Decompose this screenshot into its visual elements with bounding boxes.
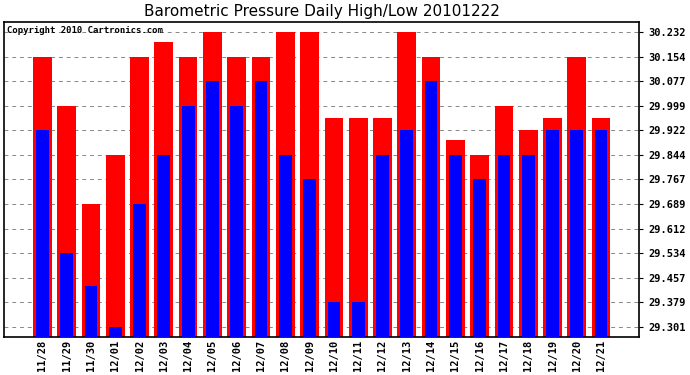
Bar (203, 32, 221, 337)
Bar (595, 130, 607, 337)
Bar (592, 118, 611, 337)
Bar (328, 302, 340, 337)
Bar (567, 57, 586, 337)
Bar (206, 81, 219, 337)
Bar (57, 106, 76, 337)
Bar (495, 106, 513, 337)
Bar (449, 155, 462, 337)
Bar (352, 302, 364, 337)
Bar (397, 32, 416, 337)
Bar (424, 81, 437, 337)
Bar (36, 130, 49, 337)
Bar (276, 32, 295, 337)
Bar (228, 57, 246, 337)
Bar (109, 327, 121, 337)
Bar (400, 130, 413, 337)
Bar (81, 204, 100, 337)
Bar (179, 57, 197, 337)
Bar (279, 155, 292, 337)
Bar (133, 204, 146, 337)
Bar (303, 179, 316, 337)
Bar (106, 155, 125, 337)
Bar (373, 118, 392, 337)
Bar (376, 155, 389, 337)
Bar (497, 155, 511, 337)
Bar (60, 253, 73, 337)
Title: Barometric Pressure Daily High/Low 20101222: Barometric Pressure Daily High/Low 20101… (144, 4, 500, 19)
Bar (519, 130, 538, 337)
Bar (349, 118, 368, 337)
Bar (181, 106, 195, 337)
Bar (422, 57, 440, 337)
Bar (252, 57, 270, 337)
Bar (446, 141, 464, 337)
Text: Copyright 2010 Cartronics.com: Copyright 2010 Cartronics.com (8, 27, 164, 36)
Bar (546, 130, 559, 337)
Bar (543, 118, 562, 337)
Bar (230, 106, 243, 337)
Bar (33, 57, 52, 337)
Bar (324, 118, 343, 337)
Bar (571, 130, 583, 337)
Bar (300, 32, 319, 337)
Bar (471, 155, 489, 337)
Bar (157, 155, 170, 337)
Bar (255, 81, 268, 337)
Bar (473, 179, 486, 337)
Bar (85, 286, 97, 337)
Bar (155, 42, 173, 337)
Bar (130, 57, 149, 337)
Bar (522, 155, 535, 337)
